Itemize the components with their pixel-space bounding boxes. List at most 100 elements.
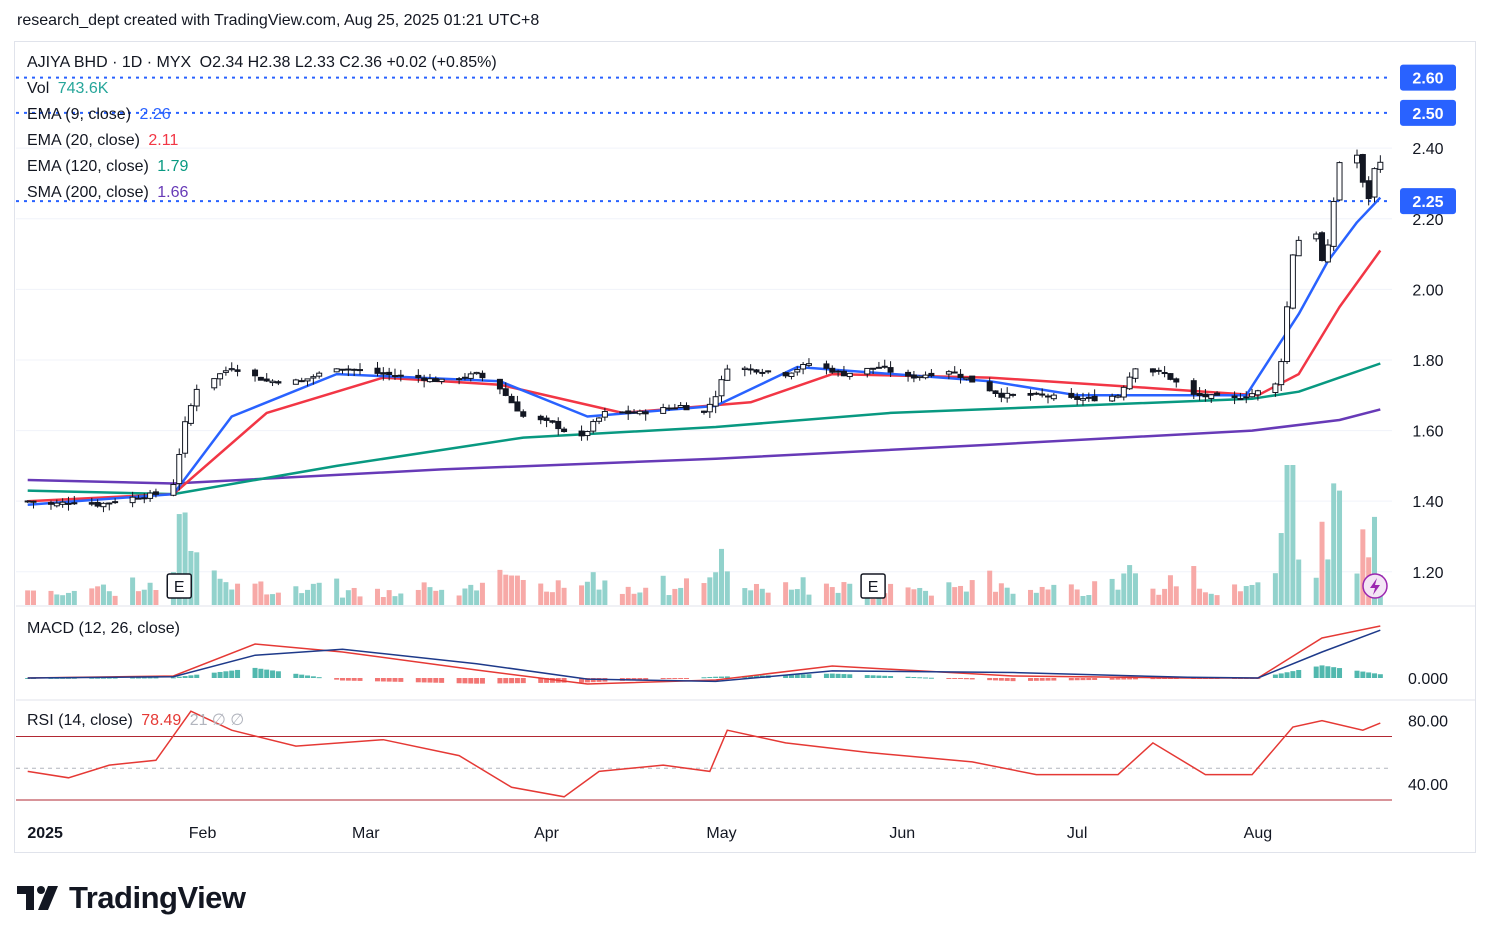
- candle-body: [152, 491, 159, 495]
- candle-body: [1085, 396, 1092, 399]
- candle-body: [957, 373, 964, 378]
- volume-bar: [71, 590, 77, 605]
- candle-body: [1068, 392, 1075, 398]
- level-label: 2.60: [1412, 71, 1443, 88]
- macd-histogram-bar: [427, 678, 433, 683]
- candle-body: [351, 368, 358, 371]
- candle-body: [94, 501, 101, 507]
- volume-bar: [1290, 465, 1296, 605]
- macd-histogram-bar: [748, 675, 754, 678]
- macd-histogram-bar: [549, 678, 555, 683]
- volume-bar: [1325, 559, 1331, 605]
- macd-histogram-bar: [783, 674, 789, 678]
- ema20-line: [27, 249, 1382, 503]
- macd-histogram-bar: [888, 676, 894, 678]
- macd-histogram-bar: [135, 677, 141, 679]
- macd-histogram-bar: [1092, 678, 1098, 680]
- volume-bar: [357, 596, 363, 605]
- volume-bar: [718, 548, 724, 605]
- macd-histogram-bar: [462, 678, 468, 684]
- volume-bar: [229, 589, 235, 605]
- volume-bar: [870, 598, 876, 605]
- macd-histogram-bar: [503, 678, 509, 684]
- price-tick-label: 2.40: [1412, 141, 1443, 158]
- legend-ema20-value: 2.11: [148, 132, 179, 149]
- candle-body: [234, 369, 241, 372]
- level-label: 2.50: [1412, 106, 1443, 123]
- macd-histogram-bar: [194, 674, 200, 678]
- volume-bar: [316, 582, 322, 605]
- volume-bar: [538, 583, 544, 605]
- macd-histogram-bar: [841, 674, 847, 678]
- macd-histogram-bar: [1115, 678, 1121, 680]
- volume-bar: [468, 584, 474, 605]
- macd-histogram-bar: [520, 678, 526, 684]
- candle-body: [596, 417, 603, 422]
- volume-bar: [1249, 584, 1255, 605]
- volume-bar: [153, 590, 159, 605]
- volume-bar: [514, 575, 520, 605]
- candle-body: [269, 380, 276, 384]
- volume-bar: [555, 580, 561, 605]
- volume-bar: [958, 585, 964, 605]
- candle-body: [601, 411, 608, 418]
- volume-bar: [439, 589, 445, 605]
- macd-histogram-bar: [1109, 678, 1115, 680]
- macd-histogram-bar: [130, 677, 136, 679]
- candle-body: [112, 501, 119, 504]
- volume-bar: [351, 587, 357, 605]
- candle-body: [88, 502, 95, 505]
- macd-histogram-bar: [334, 678, 340, 680]
- time-tick-label: 2025: [27, 825, 63, 842]
- volume-bar: [1080, 595, 1086, 605]
- candle-body: [374, 367, 381, 374]
- rsi-tick-label: 80.00: [1408, 714, 1448, 731]
- volume-bar: [270, 594, 276, 605]
- macd-histogram-bar: [660, 678, 666, 680]
- volume-bar: [923, 590, 929, 605]
- time-tick-label: Jun: [889, 825, 915, 842]
- macd-histogram-bar: [917, 677, 923, 679]
- macd-histogram-bar: [987, 678, 993, 681]
- candle-body: [805, 363, 812, 366]
- volume-bar: [584, 581, 590, 605]
- candle-body: [53, 502, 60, 507]
- volume-bar: [345, 590, 351, 605]
- macd-histogram-bar: [905, 676, 911, 678]
- volume-bar: [100, 584, 106, 605]
- legend-ema120: EMA (120, close) 1.79: [27, 158, 192, 176]
- tradingview-logo[interactable]: TradingView: [17, 880, 246, 916]
- volume-bar: [946, 582, 952, 605]
- volume-bar: [748, 590, 754, 605]
- candle-body: [590, 421, 597, 432]
- volume-bar: [334, 578, 340, 605]
- candle-body: [514, 401, 521, 412]
- macd-histogram-bar: [952, 678, 958, 679]
- horizontal-levels: 2.60 2.50 2.25: [16, 64, 1456, 215]
- macd-histogram-bar: [345, 678, 351, 681]
- macd-histogram-bar: [963, 678, 969, 680]
- volume-bar: [1068, 584, 1074, 605]
- candle-body: [741, 367, 748, 371]
- candle-body: [561, 428, 568, 433]
- candle-body: [660, 407, 667, 414]
- macd-histogram-bar: [514, 678, 520, 684]
- price-tick-label: 1.40: [1412, 494, 1443, 511]
- candle-body: [578, 430, 585, 437]
- macd-histogram-bar: [1121, 678, 1127, 680]
- legend-macd: MACD (12, 26, close): [27, 620, 184, 638]
- volume-bar: [1004, 587, 1010, 605]
- candle-body: [829, 367, 836, 373]
- level-label: 2.25: [1412, 194, 1443, 211]
- legend-rsi-label: RSI (14, close): [27, 712, 133, 729]
- volume-bar: [666, 595, 672, 605]
- macd-histogram-bar: [707, 676, 713, 678]
- candle-body: [998, 392, 1005, 398]
- volume-bar: [1372, 516, 1378, 605]
- volume-bar: [841, 582, 847, 605]
- macd-histogram-bar: [421, 678, 427, 683]
- rsi-tick-label: 40.00: [1408, 777, 1448, 794]
- macd-histogram-bar: [170, 677, 176, 679]
- volume-bar: [275, 592, 281, 605]
